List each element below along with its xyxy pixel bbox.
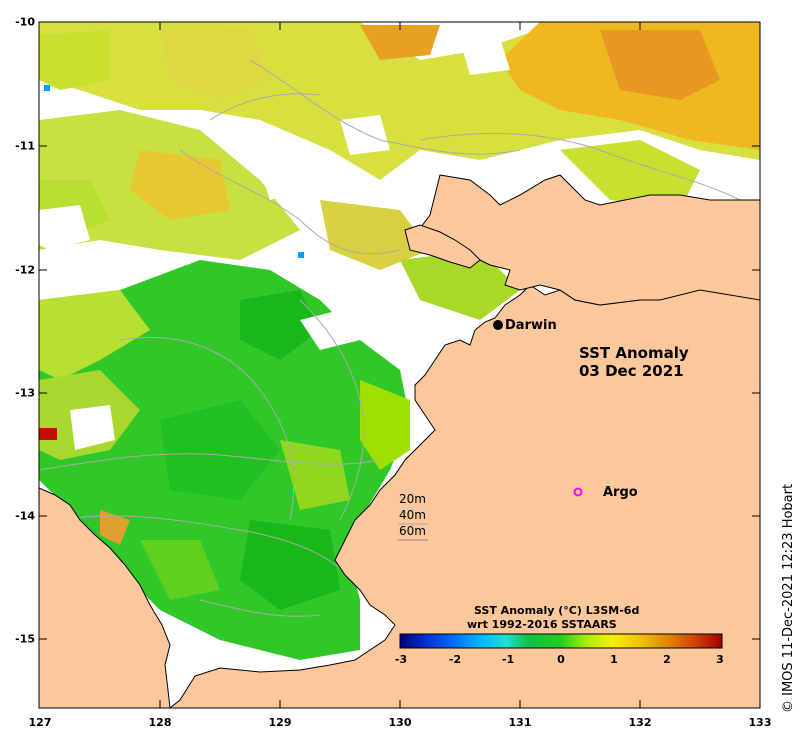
depth-contours bbox=[39, 59, 741, 617]
colorbar-tick: 1 bbox=[610, 653, 618, 666]
lat-tick-label: -12 bbox=[15, 263, 35, 277]
colorbar-tick: -1 bbox=[501, 653, 515, 666]
credit-text: © IMOS 11-Dec-2021 12:23 Hobart bbox=[781, 483, 796, 713]
lat-tick-label: -14 bbox=[15, 509, 35, 523]
darwin-marker bbox=[493, 320, 503, 330]
lon-tick-label: 127 bbox=[28, 716, 52, 729]
depth-label-40m: 40m bbox=[399, 508, 426, 522]
lat-tick-label: -10 bbox=[15, 15, 35, 29]
title-line-2: 03 Dec 2021 bbox=[579, 362, 684, 380]
lon-tick-label: 130 bbox=[388, 716, 412, 729]
lon-tick-label: 132 bbox=[628, 716, 652, 729]
colorbar-tick: -3 bbox=[394, 653, 408, 666]
colorbar-tick: 3 bbox=[716, 653, 724, 666]
map-title: SST Anomaly 03 Dec 2021 bbox=[579, 344, 689, 380]
colorbar-title: SST Anomaly (°C) L3SM-6d bbox=[474, 604, 640, 617]
colorbar-tick: -2 bbox=[448, 653, 462, 666]
darwin-label: Darwin bbox=[505, 318, 557, 333]
sst-anomaly-field bbox=[39, 22, 760, 660]
land-mass-west bbox=[39, 487, 171, 708]
title-line-1: SST Anomaly bbox=[579, 344, 689, 362]
lat-tick-label: -15 bbox=[15, 632, 35, 646]
lon-tick-label: 128 bbox=[148, 716, 172, 729]
colorbar-subtitle: wrt 1992-2016 SSTAARS bbox=[467, 618, 617, 631]
lon-tick-label: 129 bbox=[268, 716, 292, 729]
lat-tick-label: -11 bbox=[15, 139, 35, 153]
lat-tick-label: -13 bbox=[15, 386, 35, 400]
colorbar-tick: 2 bbox=[663, 653, 671, 666]
island bbox=[404, 224, 481, 269]
depth-label-20m: 20m bbox=[399, 492, 426, 506]
argo-marker bbox=[573, 487, 583, 497]
argo-label: Argo bbox=[603, 485, 638, 500]
colorbar bbox=[399, 633, 723, 649]
depth-label-60m: 60m bbox=[399, 524, 426, 538]
lon-tick-label: 133 bbox=[748, 716, 772, 729]
axis-ticks bbox=[39, 21, 760, 708]
colorbar-tick: 0 bbox=[557, 653, 565, 666]
lon-tick-label: 131 bbox=[508, 716, 532, 729]
